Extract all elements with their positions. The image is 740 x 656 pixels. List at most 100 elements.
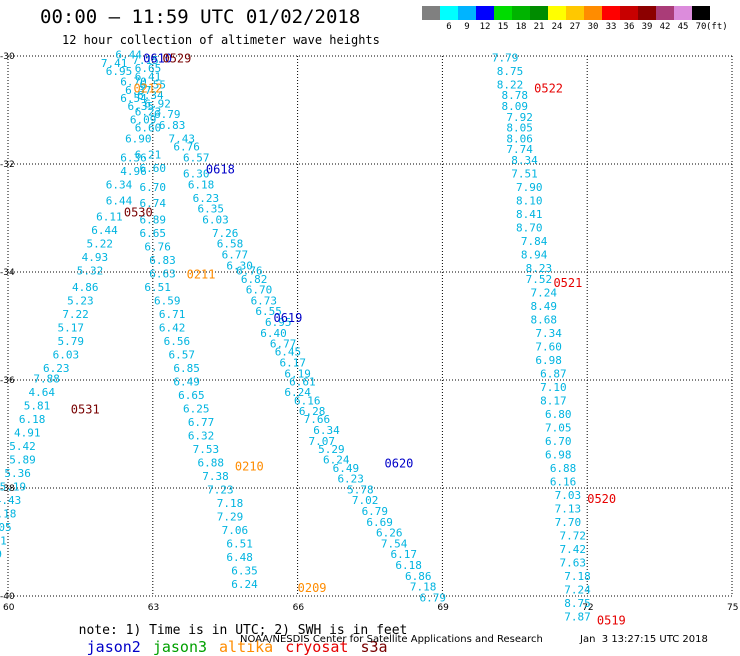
wave-height-value: 5.32 [77, 265, 104, 278]
wave-height-value: 7.23 [207, 483, 234, 496]
colorbar-tick-label: 15 [497, 22, 509, 32]
wave-height-value: 6.23 [43, 362, 70, 375]
colorbar-swatch [476, 6, 494, 20]
pass-time-label: 0209 [298, 581, 327, 595]
wave-height-value: 6.76 [144, 240, 171, 253]
wave-height-value: 6.55 [255, 305, 282, 318]
page-title: 00:00 — 11:59 UTC 01/02/2018 [40, 6, 361, 28]
wave-height-value: 7.03 [555, 489, 582, 502]
pass-time-label: 0529 [162, 52, 191, 66]
wave-height-value: 6.44 [106, 195, 133, 208]
pass-time-label: 0520 [587, 492, 616, 506]
wave-height-value: 6.60 [140, 162, 167, 175]
wave-height-value: 7.22 [62, 308, 89, 321]
wave-height-value: 7.24 [564, 583, 591, 596]
lat-tick-label: -34 [0, 268, 15, 278]
wave-height-value: 6.70 [140, 181, 167, 194]
wave-height-value: 5.22 [86, 238, 113, 251]
wave-height-value: 7.29 [217, 510, 244, 523]
colorbar-swatch [656, 6, 674, 20]
wave-height-value: 6.73 [251, 294, 278, 307]
wave-height-value: 6.60 [135, 122, 162, 135]
wave-height-value: 6.57 [169, 348, 196, 361]
wave-height-value: 6.98 [545, 448, 572, 461]
colorbar-tick-label: 9 [464, 22, 470, 32]
wave-height-value: 6.88 [550, 462, 577, 475]
wave-height-value: 7.42 [559, 543, 586, 556]
wave-height-value: 5.78 [347, 483, 374, 496]
pass-time-label: 0531 [71, 403, 100, 417]
wave-height-value: 8.34 [511, 154, 538, 167]
pass-time-label: 0519 [597, 613, 626, 627]
wave-height-value: 6.79 [362, 505, 389, 518]
wave-height-value: 6.30 [226, 259, 253, 272]
wave-height-value: 8.09 [502, 100, 529, 113]
wave-height-value: 6.26 [376, 527, 403, 540]
wave-height-value: 7.70 [555, 516, 582, 529]
wave-height-value: 6.17 [391, 548, 418, 561]
wave-height-value: 6.82 [241, 273, 268, 286]
wave-height-value: 7.84 [521, 235, 548, 248]
wave-height-value: 6.80 [545, 408, 572, 421]
wave-height-value: 6.18 [395, 559, 422, 572]
wave-height-value: 6.37 [125, 84, 152, 97]
wave-height-value: 6.19 [284, 367, 311, 380]
wave-height-value: 6.28 [299, 405, 326, 418]
wave-height-value: 6.24 [231, 578, 258, 591]
wave-height-value: 6.23 [337, 473, 364, 486]
wave-height-value: 6.76 [236, 265, 263, 278]
lat-tick-label: -36 [0, 376, 15, 386]
wave-height-value: 5.42 [9, 440, 36, 453]
wave-height-value: 8.06 [506, 132, 533, 145]
wave-height-value: 6.69 [366, 516, 393, 529]
pass-time-label: 0619 [273, 311, 302, 325]
lat-tick-label: -32 [0, 160, 15, 170]
wave-height-value: 6.45 [275, 346, 302, 359]
wave-height-value: 6.74 [140, 197, 167, 210]
wave-height-value: 6.86 [405, 570, 432, 583]
lon-tick-label: 75 [727, 603, 738, 613]
wave-height-value: 6.49 [333, 462, 360, 475]
wave-height-value: 7.52 [526, 273, 553, 286]
wave-height-value: 5.29 [318, 443, 345, 456]
lon-tick-label: 63 [148, 603, 159, 613]
colorbar-swatch [440, 6, 458, 20]
wave-height-value: 5.05 [0, 521, 12, 534]
wave-height-value: 8.22 [497, 78, 524, 91]
wave-height-value: 6.87 [540, 367, 567, 380]
wave-height-value: 6.51 [226, 537, 253, 550]
wave-height-value: 6.40 [260, 327, 287, 340]
wave-height-value: 4.96 [120, 165, 147, 178]
wave-height-value: 7.54 [381, 537, 408, 550]
page-subtitle: 12 hour collection of altimeter wave hei… [62, 33, 380, 47]
wave-height-value: 6.35 [197, 203, 224, 216]
wave-height-value: 6.35 [231, 564, 258, 577]
wave-height-value: 6.77 [188, 416, 215, 429]
wave-height-value: 7.34 [535, 327, 562, 340]
wave-height-value: 5.18 [0, 508, 16, 521]
wave-height-value: 6.51 [144, 281, 171, 294]
colorbar-swatch [566, 6, 584, 20]
pass-time-label: 0212 [134, 81, 163, 95]
wave-height-value: 6.77 [222, 249, 249, 262]
legend-satellite-jason3: jason3 [152, 638, 208, 656]
wave-height-value: 6.25 [183, 402, 210, 415]
wave-height-value: 6.65 [140, 227, 167, 240]
legend-note: note: 1) Time is in UTC; 2) SWH is in fe… [78, 623, 408, 638]
wave-height-value: 5.19 [0, 481, 26, 494]
wave-height-value: 8.75 [564, 597, 591, 610]
colorbar-swatch [512, 6, 530, 20]
wave-height-value: 5.81 [24, 400, 51, 413]
wave-height-value: 7.13 [555, 502, 582, 515]
wave-height-value: 7.72 [559, 529, 586, 542]
colorbar-unit: (ft) [706, 22, 728, 32]
wave-height-value: 7.05 [545, 421, 572, 434]
pass-time-label: 0530 [124, 206, 153, 220]
wave-height-value: 5.36 [4, 467, 31, 480]
wave-height-value: 6.23 [193, 192, 220, 205]
wave-height-value: 6.70 [545, 435, 572, 448]
colorbar-swatch [620, 6, 638, 20]
colorbar-tick-label: 33 [605, 22, 617, 32]
footer-timestamp: Jan 3 13:27:15 UTC 2018 [580, 634, 708, 645]
lon-tick-label: 66 [293, 603, 305, 613]
